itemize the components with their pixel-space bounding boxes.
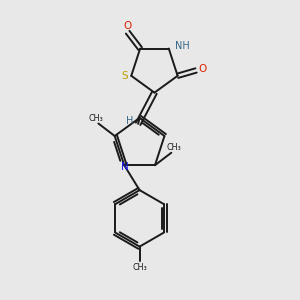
Text: N: N — [121, 162, 129, 172]
Text: O: O — [123, 21, 131, 31]
Text: S: S — [122, 71, 128, 81]
Text: CH₃: CH₃ — [166, 143, 181, 152]
Text: CH₃: CH₃ — [132, 263, 147, 272]
Text: NH: NH — [175, 41, 190, 51]
Text: CH₃: CH₃ — [88, 114, 104, 123]
Text: O: O — [199, 64, 207, 74]
Text: H: H — [126, 116, 134, 127]
